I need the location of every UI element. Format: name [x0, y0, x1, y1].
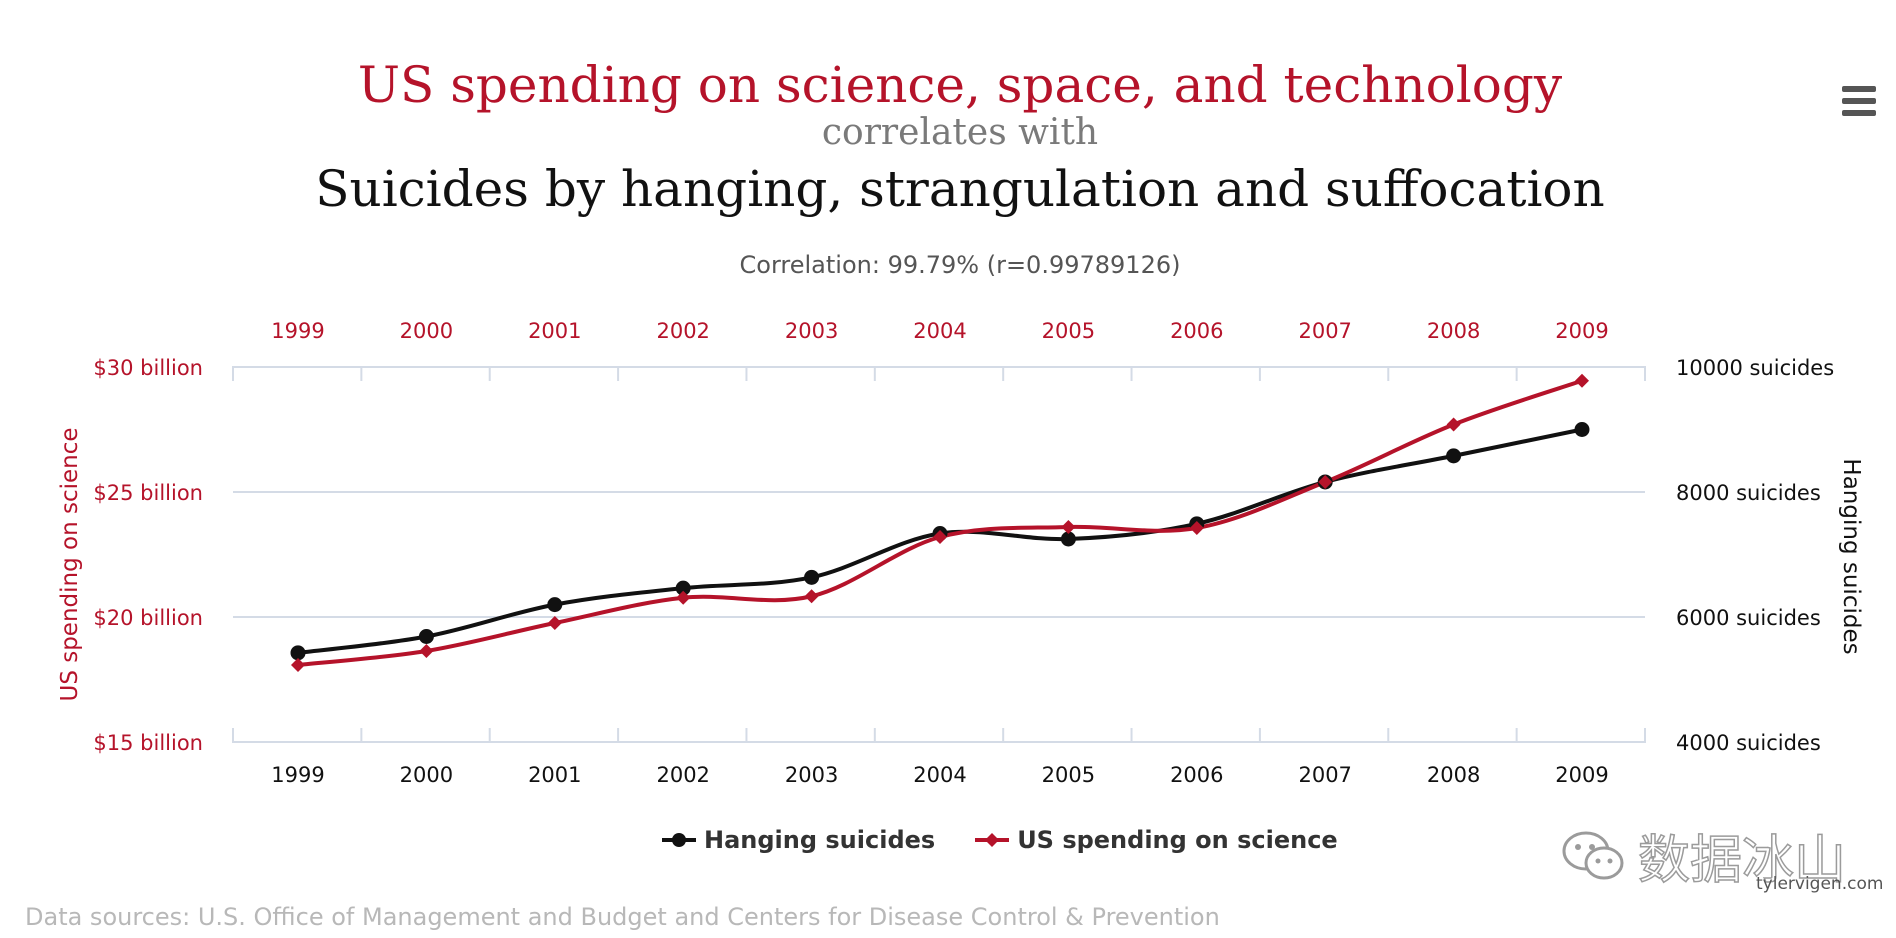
top-x-tick-label: 2002 [656, 319, 709, 343]
watermark-text: 数据冰山 [1637, 830, 1847, 892]
data-point-science [1446, 417, 1461, 432]
data-point-hanging [1060, 531, 1076, 547]
left-axis-title: US spending on science [57, 427, 83, 701]
axes [232, 366, 1646, 743]
top-x-tick-label: 2006 [1170, 319, 1223, 343]
data-point-science [1318, 475, 1333, 489]
top-x-tick-label: 2005 [1042, 319, 1095, 343]
top-x-tick-label: 2008 [1427, 319, 1480, 343]
bottom-x-tick-label: 1999 [271, 763, 324, 787]
tick-labels: 1999 1999 2000 2000 2001 2001 2002 2002 2003 2003… [57, 319, 1864, 787]
bottom-x-tick-label: 2004 [913, 763, 966, 787]
bottom-x-tick-label: 2003 [785, 763, 838, 787]
series-lines [297, 378, 1583, 667]
bottom-x-tick-label: 2001 [528, 763, 581, 787]
series-markers [290, 373, 1590, 672]
right-y-tick-label: 8000 suicides [1676, 481, 1821, 505]
top-x-tick-label: 2000 [400, 319, 453, 343]
top-x-tick-label: 1999 [271, 319, 324, 343]
bottom-x-tick-label: 2007 [1298, 763, 1351, 787]
legend-diamond-marker-icon [975, 833, 1010, 847]
data-point-hanging [1574, 422, 1590, 437]
chart-connector-text: correlates with [821, 112, 1099, 153]
top-x-tick-label: 2003 [785, 319, 838, 343]
right-y-tick-label: 4000 suicides [1676, 731, 1821, 755]
bottom-x-tick-label: 2009 [1555, 763, 1608, 787]
data-point-science [291, 658, 305, 672]
right-axis-title: Hanging suicides [1838, 458, 1864, 654]
correlation-text: Correlation: 99.79% (r=0.99789126) [739, 251, 1181, 279]
data-point-hanging [1446, 448, 1462, 464]
bottom-x-tick-label: 2000 [400, 763, 453, 787]
chart-subtitle: Suicides by hanging, strangulation and s… [315, 160, 1605, 218]
chart-title: US spending on science, space, and techn… [357, 56, 1563, 114]
data-point-science [804, 589, 819, 604]
left-y-tick-label: $30 billion [93, 356, 203, 380]
left-y-tick-label: $20 billion [93, 606, 203, 630]
data-point-science [1061, 520, 1076, 534]
right-y-tick-label: 10000 suicides [1676, 356, 1834, 380]
legend-item-science[interactable]: US spending on science [975, 826, 1338, 854]
bottom-x-tick-label: 2006 [1170, 763, 1223, 787]
left-y-tick-label: $15 billion [93, 731, 203, 755]
hamburger-menu-icon[interactable] [1842, 86, 1876, 116]
wechat-watermark: 数据冰山 [1560, 818, 1847, 893]
data-point-science [676, 590, 691, 605]
data-point-hanging [675, 580, 691, 596]
data-point-hanging [290, 645, 306, 661]
top-x-tick-label: 2009 [1555, 319, 1608, 343]
top-x-tick-label: 2001 [528, 319, 581, 343]
legend-item-hanging[interactable]: Hanging suicides [662, 826, 935, 854]
data-point-science [419, 644, 434, 658]
data-point-science [933, 530, 947, 544]
data-point-hanging [804, 569, 820, 585]
legend-circle-marker-icon [662, 833, 696, 847]
chart-legend: Hanging suicides US spending on science [662, 822, 1378, 858]
legend-label-hanging: Hanging suicides [704, 826, 936, 854]
data-sources-note: Data sources: U.S. Office of Management … [25, 903, 1220, 931]
bottom-x-tick-label: 2005 [1042, 763, 1095, 787]
grid-lines [233, 491, 1645, 618]
legend-label-science: US spending on science [1017, 826, 1338, 854]
data-point-science [1189, 521, 1204, 535]
bottom-x-tick-label: 2002 [656, 763, 709, 787]
left-y-tick-label: $25 billion [93, 481, 203, 505]
data-point-hanging [547, 597, 563, 613]
data-point-science [547, 616, 562, 630]
top-x-tick-label: 2004 [913, 319, 966, 343]
data-point-hanging [418, 629, 434, 644]
wechat-icon [1562, 831, 1624, 879]
bottom-x-tick-label: 2008 [1427, 763, 1480, 787]
site-credit[interactable]: tylervigen.com [1756, 874, 1884, 894]
data-point-science [1575, 373, 1589, 388]
top-x-tick-label: 2007 [1298, 319, 1351, 343]
right-y-tick-label: 6000 suicides [1676, 606, 1821, 630]
